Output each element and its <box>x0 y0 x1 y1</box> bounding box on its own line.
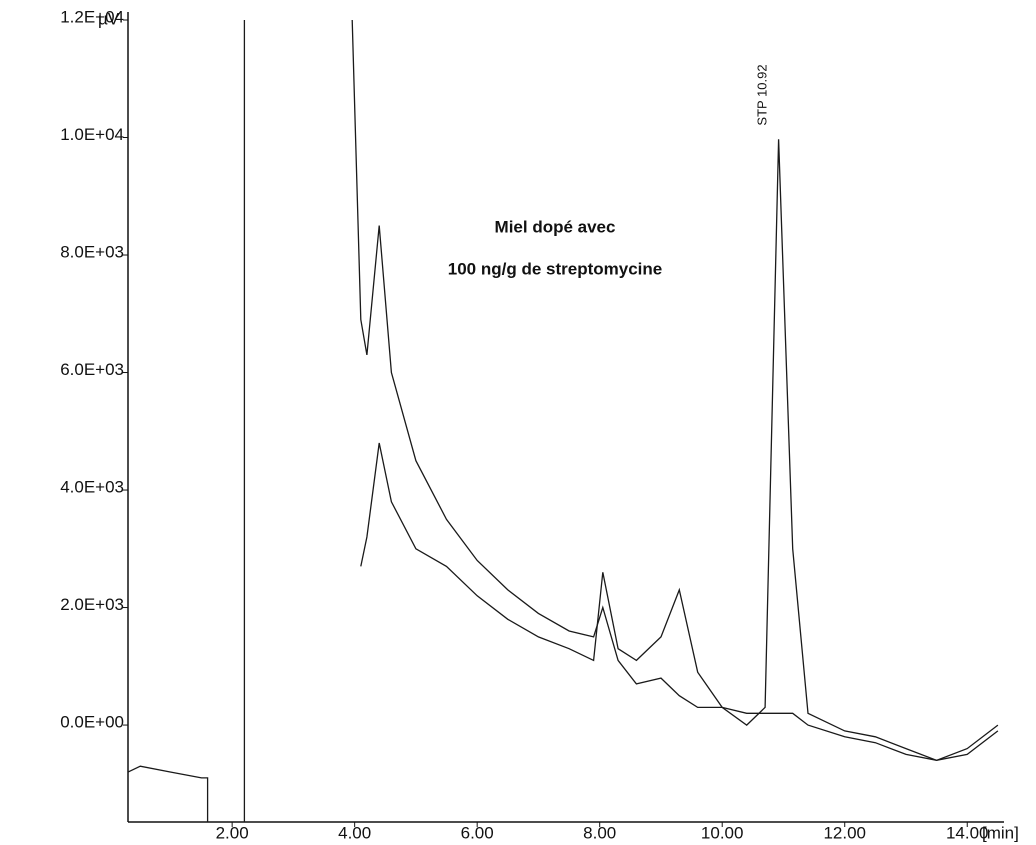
y-axis-label: µV <box>98 9 120 28</box>
y-tick-label: 1.2E+04 <box>60 7 124 26</box>
y-tick-label: 2.0E+03 <box>60 595 124 614</box>
trace <box>351 19 999 761</box>
y-tick-label: 8.0E+03 <box>60 243 124 262</box>
annotation: Miel dopé avec <box>495 217 616 236</box>
annotation: 100 ng/g de streptomycine <box>448 259 662 278</box>
x-tick-label: 8.00 <box>583 823 616 842</box>
x-axis-label: [min] <box>982 823 1019 842</box>
x-tick-label: 4.00 <box>338 823 371 842</box>
y-tick-label: 6.0E+03 <box>60 360 124 379</box>
y-tick-label: 1.0E+04 <box>60 125 124 144</box>
y-tick-label: 4.0E+03 <box>60 478 124 497</box>
trace <box>360 139 999 761</box>
x-tick-label: 6.00 <box>461 823 494 842</box>
x-tick-label: 2.00 <box>216 823 249 842</box>
trace <box>127 765 209 822</box>
x-tick-label: 14.00 <box>946 823 989 842</box>
y-tick-label: 0.0E+00 <box>60 713 124 732</box>
x-tick-label: 12.00 <box>823 823 866 842</box>
peak-label: STP 10.92 <box>754 64 769 125</box>
x-tick-label: 10.00 <box>701 823 744 842</box>
